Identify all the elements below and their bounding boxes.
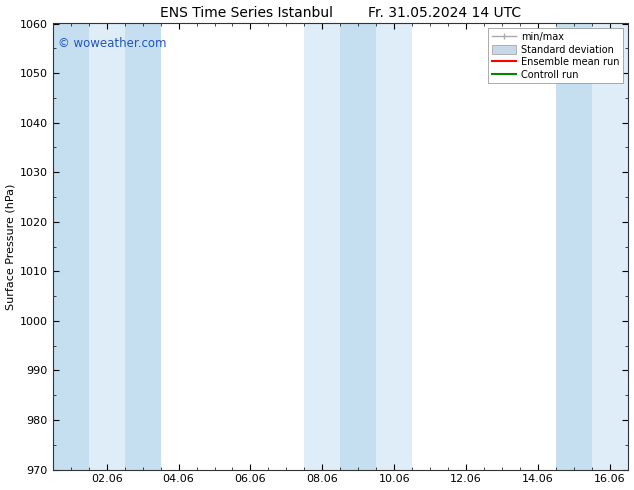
Bar [340,24,377,469]
Bar [304,24,340,469]
Bar [592,24,628,469]
Bar [556,24,592,469]
Title: ENS Time Series Istanbul        Fr. 31.05.2024 14 UTC: ENS Time Series Istanbul Fr. 31.05.2024 … [160,5,521,20]
Bar [89,24,125,469]
Text: © woweather.com: © woweather.com [58,37,167,50]
Bar [125,24,160,469]
Bar [377,24,412,469]
Y-axis label: Surface Pressure (hPa): Surface Pressure (hPa) [6,183,16,310]
Bar [53,24,89,469]
Legend: min/max, Standard deviation, Ensemble mean run, Controll run: min/max, Standard deviation, Ensemble me… [488,28,623,83]
